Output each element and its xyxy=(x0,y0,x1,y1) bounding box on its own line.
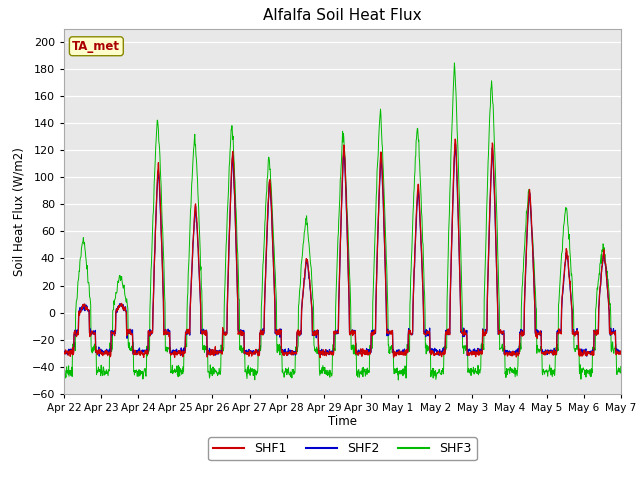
SHF3 xyxy=(60,373,68,379)
SHF3 xyxy=(170,369,178,374)
SHF2 xyxy=(451,141,459,147)
SHF1 xyxy=(451,136,459,142)
Title: Alfalfa Soil Heat Flux: Alfalfa Soil Heat Flux xyxy=(263,9,422,24)
SHF2 xyxy=(429,348,436,354)
SHF1 xyxy=(502,350,510,356)
X-axis label: Time: Time xyxy=(328,415,357,429)
SHF3 xyxy=(429,375,437,381)
SHF1 xyxy=(184,330,191,336)
SHF1 xyxy=(60,350,68,356)
SHF3 xyxy=(451,60,458,66)
Line: SHF1: SHF1 xyxy=(64,139,621,358)
SHF1 xyxy=(429,350,437,356)
Text: TA_met: TA_met xyxy=(72,40,120,53)
SHF1 xyxy=(170,352,178,358)
SHF3 xyxy=(394,377,402,383)
SHF3 xyxy=(246,372,254,378)
SHF1 xyxy=(246,349,254,355)
SHF2 xyxy=(617,349,625,355)
SHF3 xyxy=(502,372,510,378)
SHF3 xyxy=(617,363,625,369)
SHF2 xyxy=(60,349,68,355)
Line: SHF2: SHF2 xyxy=(64,144,621,356)
Y-axis label: Soil Heat Flux (W/m2): Soil Heat Flux (W/m2) xyxy=(13,147,26,276)
SHF2 xyxy=(246,349,254,355)
Line: SHF3: SHF3 xyxy=(64,63,621,380)
SHF1 xyxy=(552,348,559,354)
SHF2 xyxy=(583,353,591,359)
SHF1 xyxy=(316,355,324,360)
SHF3 xyxy=(552,349,559,355)
SHF1 xyxy=(617,348,625,354)
SHF3 xyxy=(184,290,191,296)
SHF2 xyxy=(502,350,509,356)
SHF2 xyxy=(551,348,559,353)
Legend: SHF1, SHF2, SHF3: SHF1, SHF2, SHF3 xyxy=(208,437,477,460)
SHF2 xyxy=(170,350,178,356)
SHF2 xyxy=(184,328,191,334)
